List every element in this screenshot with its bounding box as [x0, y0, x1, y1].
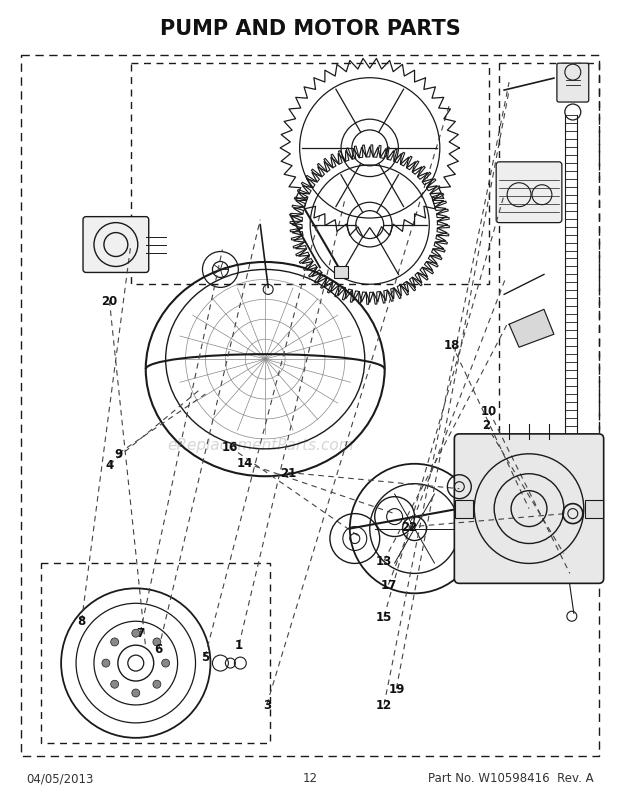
FancyBboxPatch shape: [83, 217, 149, 273]
Text: 6: 6: [154, 642, 163, 655]
Text: 1: 1: [235, 638, 243, 651]
Text: 8: 8: [78, 614, 86, 627]
Text: 22: 22: [401, 520, 417, 534]
Circle shape: [102, 659, 110, 667]
Text: 9: 9: [115, 448, 123, 460]
Text: 14: 14: [237, 457, 254, 470]
Text: 18: 18: [444, 338, 460, 351]
Circle shape: [132, 630, 140, 638]
Text: PUMP AND MOTOR PARTS: PUMP AND MOTOR PARTS: [159, 19, 461, 39]
Circle shape: [153, 680, 161, 688]
FancyBboxPatch shape: [454, 435, 604, 584]
Text: 19: 19: [388, 683, 405, 695]
FancyBboxPatch shape: [557, 64, 589, 103]
Text: Part No. W10598416  Rev. A: Part No. W10598416 Rev. A: [428, 772, 594, 784]
Polygon shape: [509, 310, 554, 348]
Text: 2: 2: [482, 419, 490, 431]
FancyBboxPatch shape: [334, 267, 348, 279]
FancyBboxPatch shape: [496, 163, 562, 223]
Text: eReplacementParts.com: eReplacementParts.com: [167, 437, 354, 452]
Text: 20: 20: [101, 294, 118, 308]
Text: 17: 17: [380, 578, 397, 591]
Text: 13: 13: [376, 554, 392, 567]
Text: 12: 12: [376, 699, 392, 711]
Text: 16: 16: [221, 441, 238, 454]
Text: 04/05/2013: 04/05/2013: [26, 772, 94, 784]
Text: 10: 10: [481, 405, 497, 418]
Text: 12: 12: [303, 772, 317, 784]
Circle shape: [153, 638, 161, 646]
Text: 4: 4: [105, 459, 113, 472]
Text: 5: 5: [201, 650, 209, 663]
FancyBboxPatch shape: [455, 500, 473, 518]
Circle shape: [132, 689, 140, 697]
Text: 3: 3: [263, 699, 271, 711]
FancyBboxPatch shape: [476, 531, 567, 581]
Text: 7: 7: [136, 626, 144, 639]
Text: 21: 21: [280, 467, 296, 480]
Circle shape: [111, 680, 118, 688]
FancyBboxPatch shape: [585, 500, 603, 518]
Text: 15: 15: [376, 610, 392, 623]
Circle shape: [162, 659, 170, 667]
Circle shape: [111, 638, 118, 646]
